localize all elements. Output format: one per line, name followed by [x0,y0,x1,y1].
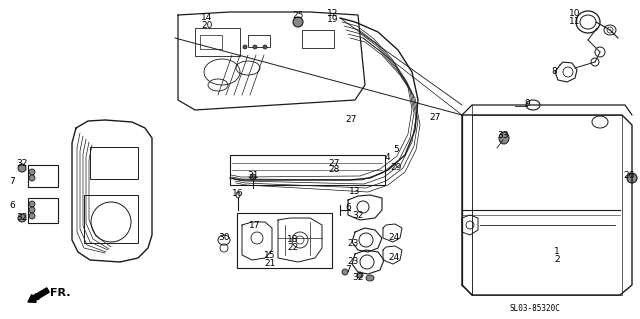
Text: 6: 6 [345,204,351,212]
Ellipse shape [253,45,257,49]
Text: 14: 14 [202,13,212,23]
Ellipse shape [293,17,303,27]
Text: 1: 1 [554,248,560,256]
Text: 9: 9 [524,100,530,108]
Text: 24: 24 [388,254,399,263]
Text: 29: 29 [390,164,402,173]
Bar [248,35,270,47]
Text: 19: 19 [327,16,339,25]
Ellipse shape [366,275,374,281]
Bar [28,165,58,187]
Text: 32: 32 [16,212,28,221]
Text: 31: 31 [247,170,259,180]
Text: 5: 5 [393,145,399,154]
Bar [230,155,385,185]
Text: 8: 8 [551,66,557,76]
Text: 17: 17 [249,220,260,229]
Text: 4: 4 [384,153,390,162]
Text: 26: 26 [623,170,635,180]
Text: 32: 32 [352,211,364,220]
Text: 23: 23 [348,257,358,266]
Text: 15: 15 [264,250,276,259]
Text: 16: 16 [232,189,244,198]
Ellipse shape [243,45,247,49]
Ellipse shape [342,269,348,275]
Ellipse shape [18,214,26,222]
Text: FR.: FR. [50,288,70,298]
Bar [84,195,138,243]
Bar [472,115,622,295]
Bar [237,213,332,268]
Text: SL03-85320C: SL03-85320C [510,304,561,313]
Text: 28: 28 [328,166,340,174]
Ellipse shape [263,45,267,49]
Text: 27: 27 [328,159,340,167]
Text: 25: 25 [292,11,304,20]
Ellipse shape [18,164,26,172]
Text: 24: 24 [388,233,399,241]
Bar [195,28,240,56]
Text: 6: 6 [9,202,15,211]
FancyArrow shape [28,288,49,302]
Text: 21: 21 [264,258,276,268]
Text: 22: 22 [287,242,299,251]
Text: 11: 11 [569,17,580,26]
Text: 32: 32 [352,272,364,281]
Text: 2: 2 [554,255,560,263]
Bar [90,147,138,179]
Text: 12: 12 [327,9,339,18]
Text: 23: 23 [348,239,358,248]
Text: 18: 18 [287,234,299,243]
Text: 33: 33 [497,130,509,139]
Text: 13: 13 [349,188,361,197]
Ellipse shape [29,207,35,213]
Ellipse shape [250,174,256,180]
Text: 27: 27 [429,114,441,122]
Ellipse shape [499,132,509,144]
Bar [302,30,334,48]
Text: 20: 20 [202,20,212,29]
Text: 7: 7 [9,177,15,187]
Text: 7: 7 [345,264,351,273]
Ellipse shape [29,169,35,175]
Text: 30: 30 [218,234,230,242]
Text: 10: 10 [569,9,580,18]
Ellipse shape [29,175,35,181]
Text: 32: 32 [16,160,28,168]
Bar [200,35,222,49]
Ellipse shape [627,173,637,183]
Ellipse shape [357,272,363,278]
Ellipse shape [29,201,35,207]
Bar [28,198,58,223]
Text: 27: 27 [346,115,356,124]
Ellipse shape [29,213,35,219]
